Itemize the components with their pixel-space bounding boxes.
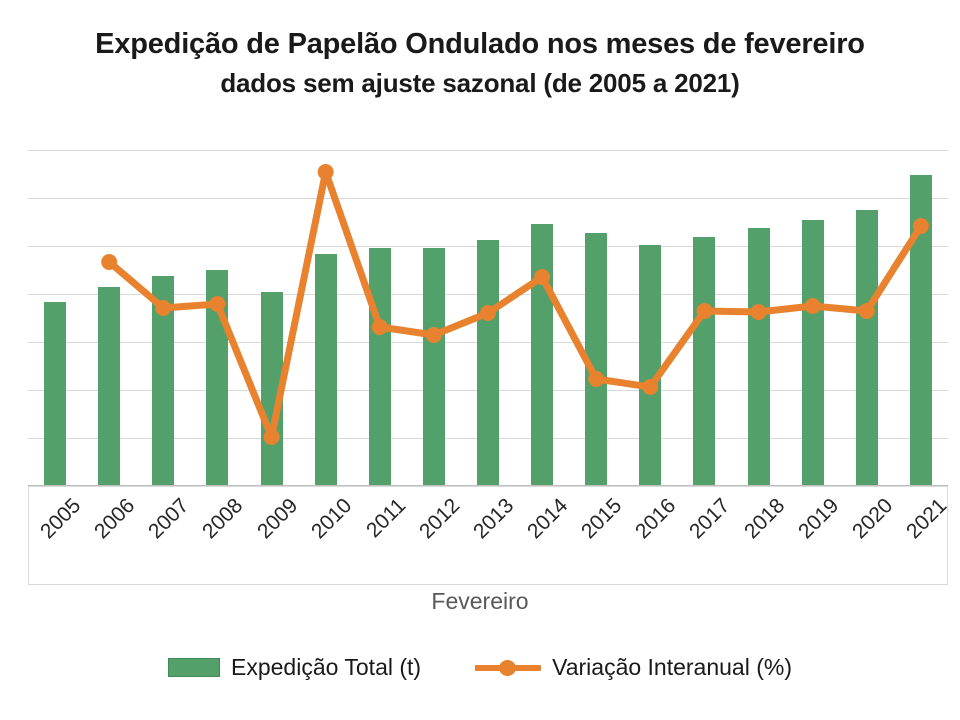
x-axis-baseline: [28, 485, 948, 486]
chart-title-line-2: dados sem ajuste sazonal (de 2005 a 2021…: [220, 68, 740, 98]
line-marker[interactable]: [804, 298, 821, 314]
line-marker[interactable]: [101, 254, 118, 270]
line-path: [105, 168, 925, 441]
legend-label-variacao-interanual: Variação Interanual (%): [552, 653, 792, 680]
chart-legend: Expedição Total (t) Variação Interanual …: [0, 650, 960, 684]
bar[interactable]: [152, 276, 175, 485]
line-marker[interactable]: [371, 319, 388, 335]
gridline: [28, 150, 948, 151]
chart-title-line-1: Expedição de Papelão Ondulado nos meses …: [95, 28, 865, 60]
legend-bar-swatch-icon: [168, 657, 220, 677]
line-marker[interactable]: [480, 305, 496, 321]
x-axis-tick-labels: 2005 2006 2007 2008 2009 2010 2011 2012 2013 2014…: [28, 486, 951, 581]
bar[interactable]: [422, 248, 445, 485]
line-marker[interactable]: [696, 303, 713, 319]
bar[interactable]: [693, 237, 716, 485]
x-axis-tick-label: 2011: [361, 494, 411, 543]
gridline: [28, 486, 948, 487]
legend-item-variacao-interanual[interactable]: Variação Interanual (%): [475, 654, 792, 681]
line-marker[interactable]: [263, 429, 280, 445]
line-marker[interactable]: [642, 379, 659, 395]
x-axis-tick-label: 2017: [685, 494, 735, 544]
bar[interactable]: [314, 254, 337, 485]
bar[interactable]: [585, 233, 608, 485]
bar[interactable]: [477, 240, 499, 485]
legend-line-marker-icon: [475, 658, 542, 677]
bar[interactable]: [639, 245, 662, 485]
line-marker[interactable]: [425, 327, 442, 343]
gridline: [28, 198, 948, 199]
line-marker[interactable]: [750, 304, 767, 320]
x-axis-title: Fevereiro: [431, 588, 529, 614]
x-axis-tick-label: 2010: [306, 494, 356, 544]
x-axis-tick-label: 2013: [468, 494, 519, 544]
line-marker[interactable]: [588, 371, 605, 387]
x-axis-tick-label: 2014: [523, 494, 573, 544]
x-axis-tick-label: 2019: [793, 494, 843, 544]
line-marker[interactable]: [534, 269, 551, 285]
line-marker[interactable]: [155, 300, 172, 316]
x-axis-tick-label: 2015: [577, 494, 627, 544]
x-axis-tick-label: 2009: [252, 494, 302, 544]
x-axis-tick-label: 2018: [739, 494, 789, 544]
line-series: [101, 164, 929, 445]
legend-item-expedicao-total[interactable]: Expedição Total (t): [168, 654, 421, 681]
x-axis-tick-label: 2005: [36, 494, 86, 544]
line-marker[interactable]: [912, 218, 929, 234]
chart-title: Expedição de Papelão Ondulado nos meses …: [0, 24, 960, 102]
x-axis-tick-label: 2016: [631, 494, 681, 544]
x-axis-tick-label: 2012: [414, 494, 465, 544]
line-marker[interactable]: [858, 303, 875, 319]
bar[interactable]: [98, 287, 121, 485]
x-axis-tick-label: 2021: [901, 494, 952, 544]
x-axis-tick-label: 2020: [847, 494, 898, 544]
legend-label-expedicao-total: Expedição Total (t): [231, 653, 422, 680]
plot-area: [28, 150, 948, 487]
line-marker[interactable]: [209, 296, 226, 312]
bar[interactable]: [44, 302, 67, 485]
bar[interactable]: [747, 228, 770, 485]
x-axis-tick-label: 2007: [144, 494, 194, 544]
x-axis-tick-label: 2006: [90, 494, 140, 544]
bar[interactable]: [855, 210, 878, 485]
bar[interactable]: [801, 220, 824, 485]
x-axis-tick-label: 2008: [198, 494, 248, 544]
bar[interactable]: [909, 175, 932, 485]
line-marker[interactable]: [317, 164, 334, 180]
